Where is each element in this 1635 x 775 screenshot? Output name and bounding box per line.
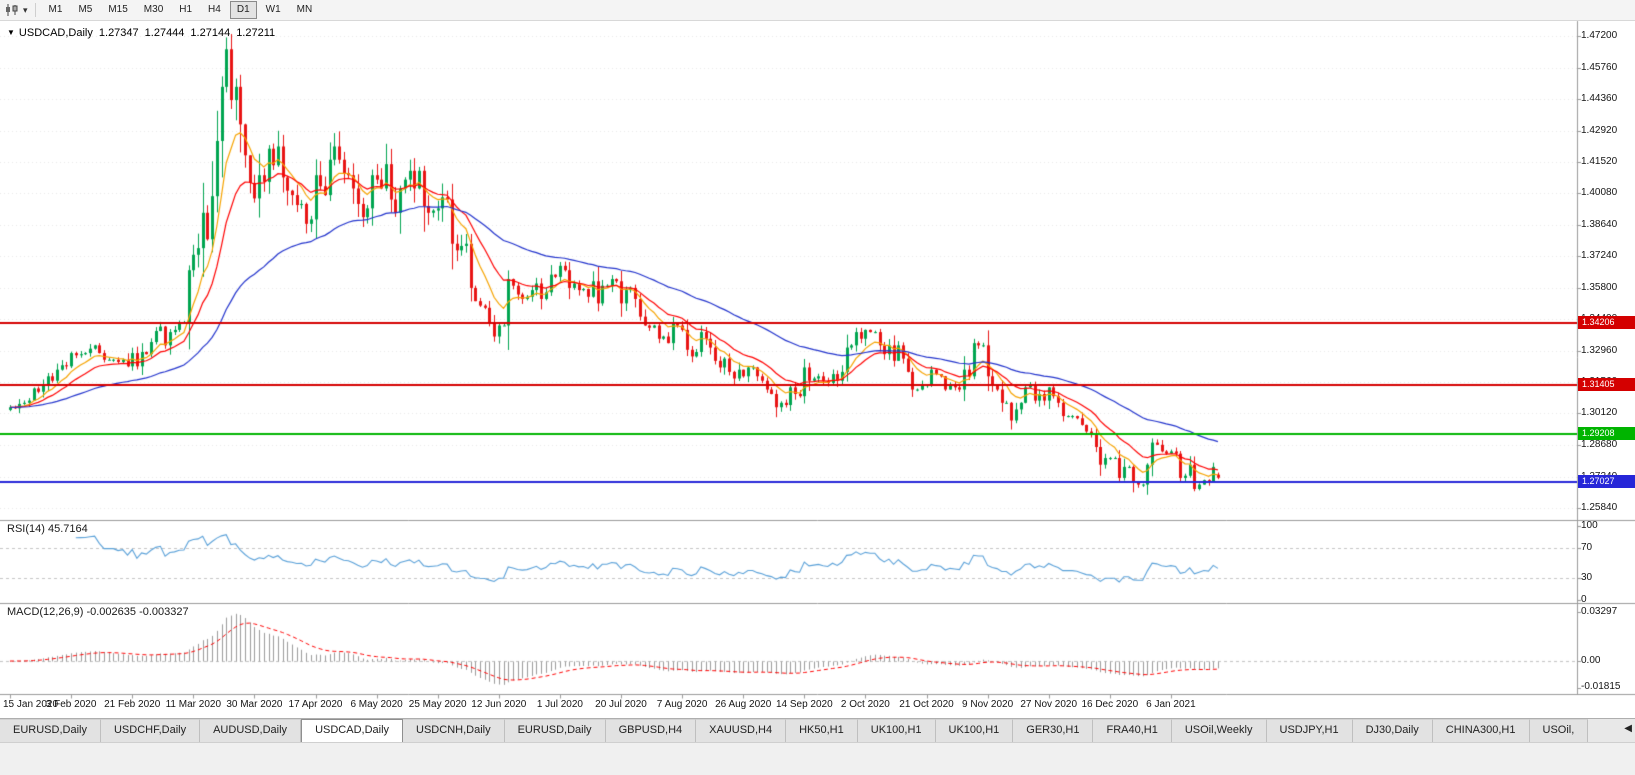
price-axis-label: 1.25840 bbox=[1581, 502, 1618, 513]
chart-tab-bar: EURUSD,Daily USDCHF,Daily AUDUSD,Daily USDC… bbox=[0, 718, 1635, 743]
date-axis-label: 21 Oct 2020 bbox=[899, 699, 954, 710]
chart-tab-gbpusd-h4[interactable]: GBPUSD,H4 bbox=[605, 719, 697, 743]
price-axis-label: 1.35800 bbox=[1581, 281, 1618, 293]
chart-tab-uk100-h1[interactable]: UK100,H1 bbox=[935, 719, 1014, 743]
chart-tab-ger30-h1[interactable]: GER30,H1 bbox=[1013, 719, 1094, 743]
level-price-badge: 1.29208 bbox=[1578, 426, 1635, 440]
timeframe-toolbar: ▾ M1 M5 M15 M30 H1 H4 D1 W1 MN bbox=[0, 0, 1635, 21]
chart-tab-dj30-daily[interactable]: DJ30,Daily bbox=[1352, 719, 1433, 743]
price-axis-label: 1.30120 bbox=[1581, 407, 1618, 419]
macd-axis-zero-label: 0.00 bbox=[1581, 655, 1601, 667]
price-axis-label: 1.37240 bbox=[1581, 250, 1618, 262]
chart-tab-usdcad-daily[interactable]: USDCAD,Daily bbox=[301, 719, 404, 743]
toolbar-separator bbox=[34, 3, 36, 17]
date-axis-label: 26 Aug 2020 bbox=[715, 699, 772, 710]
date-axis-label: 21 Feb 2020 bbox=[104, 699, 161, 710]
chart-tab-hk50-h1[interactable]: HK50,H1 bbox=[786, 719, 858, 743]
chart-tab-eurusd-daily[interactable]: EURUSD,Daily bbox=[504, 719, 606, 743]
macd-axis-bottom-label: -0.01815 bbox=[1581, 681, 1621, 692]
price-axis-label: 1.42920 bbox=[1581, 124, 1618, 136]
timeframe-button-m5[interactable]: M5 bbox=[78, 4, 93, 15]
chart-header: ▼ USDCAD,Daily 1.27347 1.27444 1.27144 1.2721… bbox=[7, 27, 275, 39]
chart-tab-usoil[interactable]: USOil, bbox=[1529, 719, 1589, 743]
date-axis-label: 27 Nov 2020 bbox=[1020, 699, 1078, 710]
level-price-badge: 1.27027 bbox=[1578, 474, 1635, 488]
timeframe-button-mn[interactable]: MN bbox=[296, 4, 313, 15]
date-axis-label: 7 Aug 2020 bbox=[656, 699, 708, 710]
chart-tab-usoil-weekly[interactable]: USOil,Weekly bbox=[1171, 719, 1267, 743]
date-axis-label: 12 Jun 2020 bbox=[471, 699, 527, 710]
date-axis-label: 25 May 2020 bbox=[408, 699, 467, 710]
rsi-indicator-label: RSI(14) 45.7164 bbox=[7, 523, 88, 535]
status-bar bbox=[0, 742, 1635, 775]
bar-close-value: 1.27211 bbox=[236, 27, 276, 39]
rsi-axis-label: 0 bbox=[1581, 594, 1587, 605]
timeframe-button-m1[interactable]: M1 bbox=[48, 4, 63, 15]
price-axis-label: 1.44360 bbox=[1581, 92, 1618, 104]
price-axis-label: 1.38640 bbox=[1581, 219, 1618, 231]
price-axis-label: 1.45760 bbox=[1581, 61, 1618, 73]
price-axis-label: 1.47200 bbox=[1581, 30, 1618, 41]
date-axis-label: 17 Apr 2020 bbox=[288, 699, 343, 710]
date-axis-label: 14 Sep 2020 bbox=[775, 699, 833, 710]
chart-tab-usdchf-daily[interactable]: USDCHF,Daily bbox=[100, 719, 201, 743]
chart-collapse-icon[interactable]: ▼ bbox=[7, 28, 15, 37]
date-axis-label: 20 Jul 2020 bbox=[595, 699, 647, 710]
timeframe-button-m15[interactable]: M15 bbox=[108, 4, 128, 15]
price-axis-label: 1.40080 bbox=[1581, 187, 1618, 199]
date-axis-label: 6 Jan 2021 bbox=[1146, 699, 1196, 710]
timeframe-button-m30[interactable]: M30 bbox=[143, 4, 164, 15]
chart-tab-uk100-h1[interactable]: UK100,H1 bbox=[857, 719, 936, 743]
chart-tab-eurusd-daily[interactable]: EURUSD,Daily bbox=[0, 719, 101, 743]
macd-indicator-label: MACD(12,26,9) -0.002635 -0.003327 bbox=[7, 606, 189, 618]
chart-tab-fra40-h1[interactable]: FRA40,H1 bbox=[1093, 719, 1172, 743]
timeframe-button-w1[interactable]: W1 bbox=[265, 4, 281, 15]
chart-symbol-period: USDCAD,Daily bbox=[18, 27, 93, 39]
date-axis-label: 16 Dec 2020 bbox=[1081, 699, 1139, 710]
date-axis-label: 1 Jul 2020 bbox=[536, 699, 583, 710]
date-axis-label: 6 May 2020 bbox=[350, 699, 403, 710]
date-axis-label: 2 Oct 2020 bbox=[840, 699, 890, 710]
timeframe-buttons: M1 M5 M15 M30 H1 H4 D1 W1 MN bbox=[41, 1, 321, 19]
chart-tab-xauusd-h4[interactable]: XAUUSD,H4 bbox=[696, 719, 787, 743]
bar-high-value: 1.27444 bbox=[144, 27, 185, 39]
chart-tab-usdcnh-daily[interactable]: USDCNH,Daily bbox=[403, 719, 505, 743]
price-axis-label: 1.32960 bbox=[1581, 344, 1618, 356]
date-axis-label: 30 Mar 2020 bbox=[226, 699, 283, 710]
chart-tab-china300-h1[interactable]: CHINA300,H1 bbox=[1432, 719, 1530, 743]
tab-scroll-left-arrow[interactable]: ◀ bbox=[1624, 723, 1632, 734]
date-axis-label: 3 Feb 2020 bbox=[45, 699, 97, 710]
chevron-down-icon[interactable]: ▾ bbox=[23, 4, 28, 15]
macd-axis-top-label: 0.03297 bbox=[1581, 606, 1618, 617]
timeframe-button-h1[interactable]: H1 bbox=[179, 4, 193, 15]
level-price-badge: 1.34206 bbox=[1578, 316, 1635, 330]
mini-candlestick-icon bbox=[6, 4, 18, 16]
price-axis-label: 1.28680 bbox=[1581, 439, 1618, 451]
chart-tab-audusd-daily[interactable]: AUDUSD,Daily bbox=[200, 719, 302, 743]
date-axis-label: 15 Jan 2020 bbox=[3, 699, 59, 710]
chart-tab-usdjpy-h1[interactable]: USDJPY,H1 bbox=[1266, 719, 1353, 743]
price-axis-label: 1.41520 bbox=[1581, 155, 1618, 167]
level-price-badge: 1.31405 bbox=[1578, 378, 1635, 392]
date-axis-label: 11 Mar 2020 bbox=[165, 699, 221, 710]
date-axis-label: 9 Nov 2020 bbox=[962, 699, 1014, 710]
timeframe-button-d1[interactable]: D1 bbox=[229, 1, 257, 19]
chart-tabs: EURUSD,Daily USDCHF,Daily AUDUSD,Daily USDC… bbox=[0, 719, 1589, 743]
rsi-axis-label: 100 bbox=[1581, 520, 1598, 531]
bar-low-value: 1.27144 bbox=[190, 27, 231, 39]
rsi-axis-label: 30 bbox=[1581, 571, 1593, 583]
bar-open-value: 1.27347 bbox=[98, 27, 139, 39]
chart-periods-icon[interactable] bbox=[3, 2, 21, 18]
rsi-axis-label: 70 bbox=[1581, 542, 1593, 554]
timeframe-button-h4[interactable]: H4 bbox=[208, 4, 221, 15]
